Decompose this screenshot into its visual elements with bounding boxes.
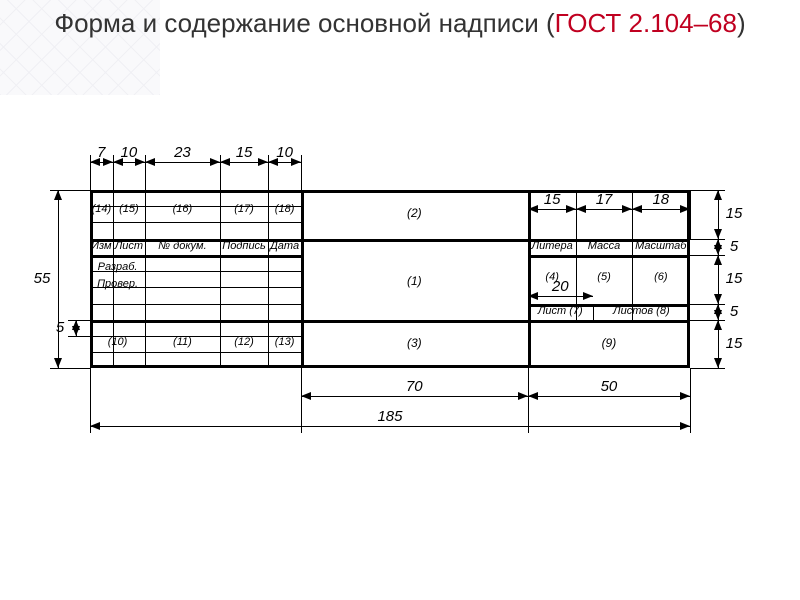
dim-185 — [90, 426, 690, 427]
dim-50 — [528, 396, 690, 397]
diagram-element — [690, 368, 691, 433]
diagram-element — [714, 358, 722, 368]
cell-3: (3) — [301, 336, 528, 350]
dim-55 — [58, 190, 59, 368]
cell-label: (11) — [145, 336, 220, 348]
cell-(17): (17) — [220, 203, 269, 215]
diagram-element — [90, 320, 690, 323]
dim-vr-3-label: 5 — [722, 303, 746, 320]
right-header-1: Масса — [576, 240, 631, 252]
dim-vr-2-label: 15 — [722, 270, 746, 287]
diagram-element — [54, 358, 62, 368]
cell-label: (12) — [220, 336, 269, 348]
diagram-element — [528, 255, 690, 258]
header-3: Подпись — [220, 240, 269, 252]
header-1: Лист — [113, 240, 145, 252]
dim-185-label: 185 — [90, 408, 690, 425]
diagram-element — [72, 326, 80, 336]
right-header-0: Литера — [528, 240, 577, 252]
diagram-element — [714, 255, 722, 265]
diagram-element — [50, 368, 90, 369]
dim-50-label: 50 — [528, 378, 690, 395]
dim-top-3-label: 15 — [220, 144, 269, 161]
cell-label: (9) — [528, 336, 690, 350]
cell-(16): (16) — [145, 203, 220, 215]
diagram-element — [714, 229, 722, 239]
header-2: № докум. — [145, 240, 220, 252]
diagram-element — [714, 320, 722, 330]
dim-top-2-label: 23 — [145, 144, 220, 161]
dim-top-1-label: 10 — [113, 144, 145, 161]
header-0: Изм — [90, 240, 113, 252]
dim-vr-0-label: 15 — [722, 205, 746, 222]
cell-label: (6) — [632, 271, 690, 283]
cell-label: Лист (7) — [528, 305, 593, 317]
diagram-element — [690, 190, 691, 239]
dim-70 — [301, 396, 528, 397]
cell-2: (2) — [301, 206, 528, 220]
dim-rtop-1-label: 17 — [576, 191, 631, 208]
dim-55-label: 55 — [30, 270, 54, 287]
cell-label: (10) — [90, 336, 145, 348]
label-prover: Провер. — [90, 278, 145, 290]
cell-(14): (14) — [90, 203, 113, 215]
cell-(15): (15) — [113, 203, 145, 215]
dim-top-4-label: 10 — [268, 144, 300, 161]
diagram-element — [714, 310, 722, 320]
dim-vr-4-label: 15 — [722, 335, 746, 352]
right-header-2: Масштаб — [632, 240, 690, 252]
diagram-element — [54, 190, 62, 200]
diagram-element — [714, 190, 722, 200]
table-bottom — [90, 365, 690, 368]
header-4: Дата — [268, 240, 300, 252]
diagram-element — [714, 245, 722, 255]
diagram-element — [68, 336, 90, 337]
label-razrab: Разраб. — [90, 261, 145, 273]
dim-top-0-label: 7 — [90, 144, 113, 161]
diagram-element — [714, 294, 722, 304]
cell-label: Листов (8) — [593, 305, 690, 317]
dim-rtop-0-label: 15 — [528, 191, 577, 208]
diagram-element — [690, 368, 725, 369]
diagram-stage: (14)(15)(16)(17)(18) ИзмЛист№ докум.Подпи… — [0, 0, 800, 600]
cell-label: (13) — [268, 336, 300, 348]
cell-1: (1) — [301, 274, 528, 288]
dim-5-label: 5 — [48, 319, 72, 336]
cell-(18): (18) — [268, 203, 300, 215]
dim-70-label: 70 — [301, 378, 528, 395]
diagram-element — [301, 155, 302, 190]
dim-vr-1-label: 5 — [722, 238, 746, 255]
dim-20-label: 20 — [528, 278, 593, 295]
dim-rtop-2-label: 18 — [632, 191, 690, 208]
dim-top-2 — [145, 162, 220, 163]
